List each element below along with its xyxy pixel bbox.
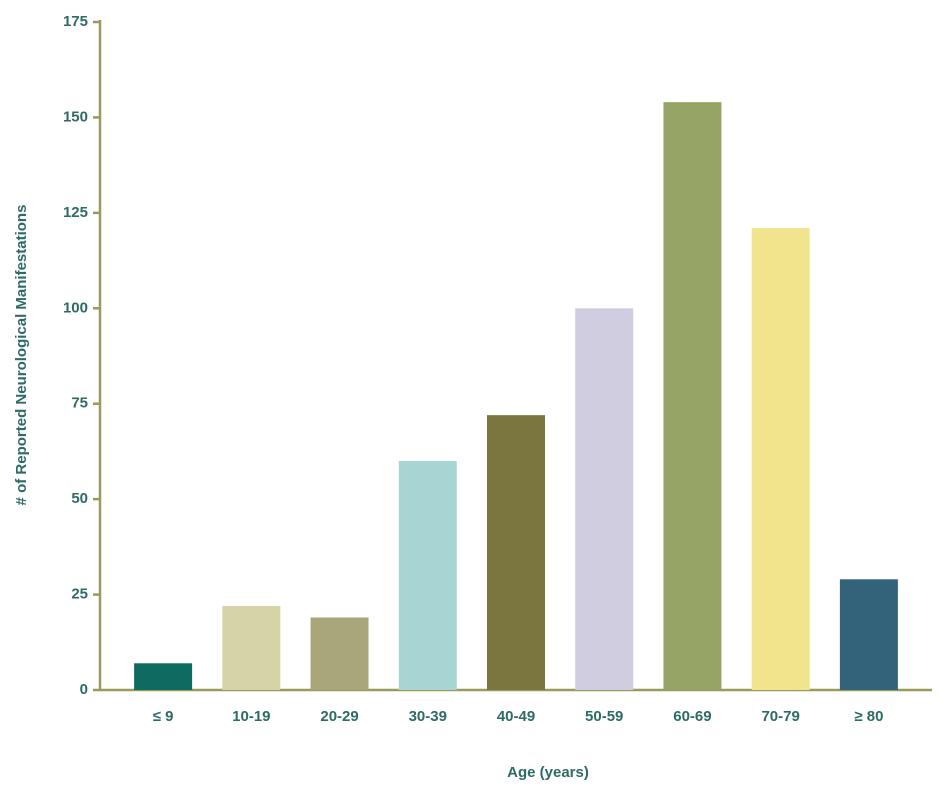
bar [575, 308, 634, 690]
bar [663, 102, 722, 690]
x-tick-label: 20-29 [320, 708, 358, 725]
x-tick-label: ≤ 9 [153, 708, 174, 725]
x-tick-label: 60-69 [673, 708, 711, 725]
x-axis-title: Age (years) [507, 764, 589, 781]
x-tick-label: 30-39 [409, 708, 447, 725]
x-tick-label: ≥ 80 [854, 708, 883, 725]
bar [487, 415, 545, 690]
y-tick-label: 175 [63, 13, 88, 30]
y-tick-label: 150 [63, 108, 88, 125]
y-axis-title: # of Reported Neurological Manifestation… [13, 205, 30, 506]
bar [839, 579, 898, 690]
x-tick-label: 10-19 [232, 708, 270, 725]
y-tick-label: 0 [80, 681, 88, 698]
bar [134, 663, 193, 690]
x-tick-label: 40-49 [497, 708, 535, 725]
y-tick-label: 125 [63, 204, 88, 221]
y-tick-label: 25 [71, 586, 88, 603]
bar [398, 460, 457, 690]
y-tick-label: 100 [63, 299, 88, 316]
x-tick-label: 70-79 [761, 708, 799, 725]
bar [751, 228, 810, 690]
x-tick-label: 50-59 [585, 708, 623, 725]
bar [310, 617, 369, 690]
bar [222, 606, 281, 690]
y-tick-label: 75 [71, 395, 88, 412]
y-tick-label: 50 [71, 490, 88, 507]
